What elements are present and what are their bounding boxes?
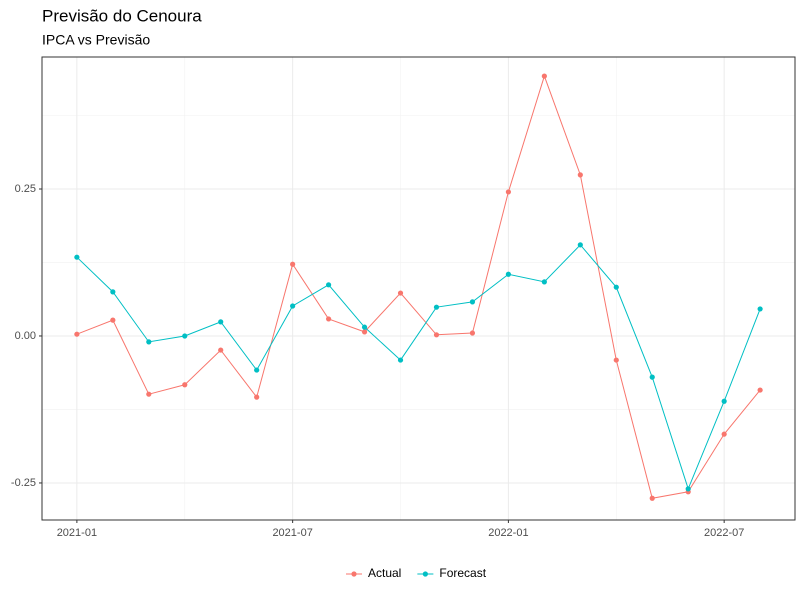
- series-line: [76, 74, 761, 499]
- point: [505, 271, 511, 277]
- point: [290, 261, 296, 267]
- point: [577, 172, 583, 178]
- legend-label: Forecast: [439, 566, 486, 580]
- point: [110, 289, 116, 295]
- point: [469, 299, 476, 305]
- point: [218, 347, 224, 353]
- point: [649, 495, 655, 501]
- x-tick-label: 2022-01: [488, 527, 528, 539]
- point: [218, 319, 224, 325]
- point: [757, 387, 763, 393]
- point: [613, 357, 619, 363]
- y-tick-label: -0.25: [11, 477, 36, 489]
- legend-label: Actual: [368, 566, 401, 580]
- plot: [74, 73, 763, 501]
- point: [254, 394, 260, 400]
- point: [146, 339, 152, 345]
- point: [182, 333, 188, 339]
- legend-key: [422, 571, 428, 577]
- x-tick-label: 2022-07: [704, 527, 744, 539]
- point: [649, 374, 655, 380]
- point: [182, 382, 188, 388]
- point: [469, 330, 476, 336]
- y-tick-label: 0.25: [15, 183, 36, 195]
- point: [74, 331, 80, 337]
- point: [397, 357, 404, 363]
- point: [721, 431, 727, 437]
- point: [505, 189, 511, 195]
- point: [541, 73, 547, 79]
- chart-subtitle: IPCA vs Previsão: [42, 32, 150, 48]
- point: [721, 398, 727, 404]
- point: [254, 367, 260, 373]
- point: [326, 282, 332, 288]
- point: [433, 332, 440, 338]
- point: [613, 284, 619, 290]
- point: [433, 304, 440, 310]
- point: [74, 254, 80, 260]
- x-tick-label: 2021-07: [272, 527, 312, 539]
- legend-key: [351, 571, 357, 577]
- point: [577, 242, 583, 248]
- chart-title: Previsão do Cenoura: [42, 6, 202, 25]
- point: [361, 324, 368, 330]
- point: [146, 391, 152, 397]
- point: [290, 303, 296, 309]
- point: [541, 279, 547, 285]
- point: [361, 329, 368, 335]
- point: [397, 290, 404, 296]
- point: [110, 317, 116, 323]
- x-tick-label: 2021-01: [57, 527, 97, 539]
- point: [757, 306, 763, 312]
- point: [326, 316, 332, 322]
- grid: [42, 57, 795, 520]
- series-line: [76, 244, 761, 491]
- panel-border: [41, 56, 796, 521]
- y-tick-label: 0.00: [15, 330, 36, 342]
- point: [685, 486, 691, 492]
